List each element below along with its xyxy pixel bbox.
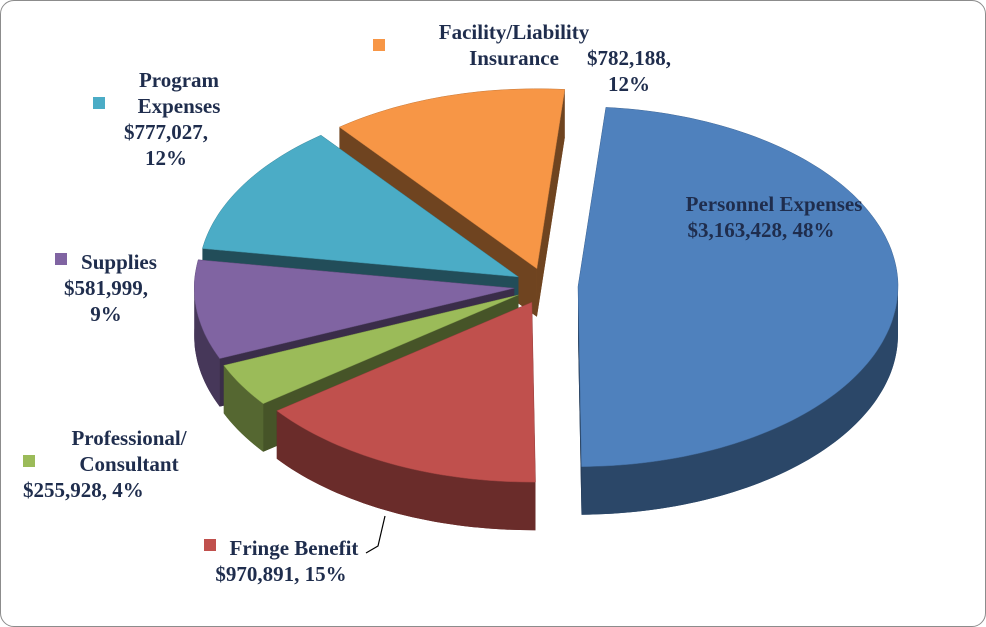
legend-key bbox=[203, 539, 216, 551]
slice bbox=[194, 259, 515, 359]
data-label: Fringe Benefit $970,891, 15% bbox=[151, 535, 411, 587]
category-label: Personnel Expenses bbox=[685, 192, 863, 216]
slice-side bbox=[276, 410, 536, 531]
category-label: Program Expenses bbox=[137, 68, 221, 118]
category-label: Supplies bbox=[81, 250, 157, 274]
value-label: $255,928, 4% bbox=[23, 478, 144, 502]
value-label: $777,027, 12% bbox=[124, 120, 208, 170]
slice bbox=[338, 88, 566, 270]
data-label: Facility/Liability Insurance $782,188, 12… bbox=[361, 19, 701, 97]
category-label: Fringe Benefit bbox=[229, 536, 359, 560]
category-label: Professional/ Consultant bbox=[71, 426, 187, 476]
legend-key bbox=[659, 195, 672, 207]
slice bbox=[202, 134, 520, 278]
data-label: Supplies $581,999, 9% bbox=[21, 249, 191, 327]
slice-side bbox=[223, 365, 264, 452]
legend-key bbox=[55, 253, 68, 265]
category-label: Facility/Liability Insurance bbox=[438, 20, 590, 70]
data-label: Program Expenses $777,027, 12% bbox=[71, 67, 261, 171]
value-label: $3,163,428, 48% bbox=[687, 218, 835, 242]
slice-wall bbox=[536, 89, 565, 317]
data-label: Personnel Expenses $3,163,428, 48% bbox=[641, 191, 881, 243]
leader-line bbox=[365, 515, 386, 554]
slice bbox=[276, 301, 536, 483]
value-label: $581,999, 9% bbox=[64, 276, 148, 326]
slice bbox=[577, 107, 899, 467]
slice bbox=[223, 294, 519, 404]
data-label: Professional/ Consultant $255,928, 4% bbox=[23, 425, 243, 503]
legend-key bbox=[373, 39, 385, 51]
slice-side bbox=[194, 288, 220, 407]
value-label: $782,188, 12% bbox=[587, 46, 671, 96]
value-label: $970,891, 15% bbox=[215, 562, 347, 586]
legend-key bbox=[23, 455, 35, 467]
slice-side bbox=[581, 286, 898, 515]
legend-key bbox=[93, 97, 105, 109]
